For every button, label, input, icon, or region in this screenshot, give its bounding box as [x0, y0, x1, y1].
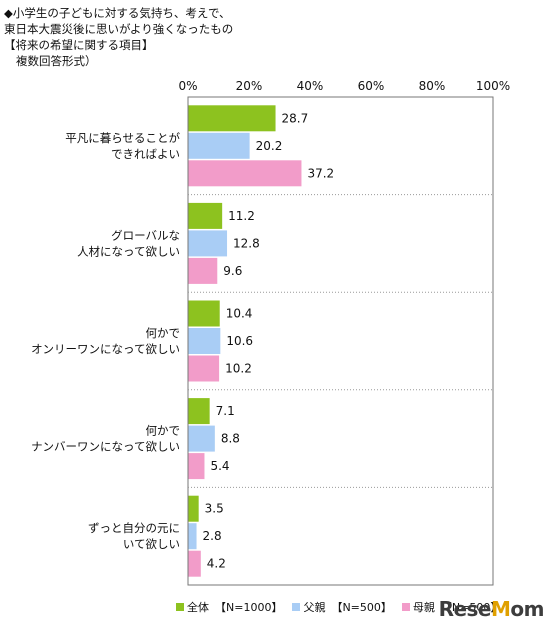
- data-label: 3.5: [205, 502, 224, 516]
- legend-label-father: 父親: [303, 601, 326, 614]
- bar: [188, 523, 197, 550]
- data-label: 10.4: [226, 307, 253, 321]
- bar: [188, 257, 218, 284]
- bar: [188, 495, 199, 522]
- x-tick-label: 0%: [178, 79, 197, 93]
- x-tick-label: 40%: [297, 79, 324, 93]
- bar: [188, 550, 201, 577]
- bar: [188, 453, 205, 480]
- category-label: 何かで: [146, 326, 181, 340]
- data-label: 12.8: [233, 236, 260, 250]
- x-tick-label: 60%: [358, 79, 385, 93]
- legend-swatch-all: [176, 603, 184, 611]
- bar: [188, 202, 223, 229]
- bar: [188, 230, 228, 257]
- data-label: 11.2: [228, 209, 255, 223]
- bar: [188, 105, 276, 132]
- title-line-3: 【将来の希望に関する項目】: [4, 38, 154, 52]
- category-label: ナンバーワンになって欲しい: [31, 440, 180, 454]
- category-label: 人材になって欲しい: [77, 244, 180, 258]
- data-label: 28.7: [282, 111, 309, 125]
- legend-sample-mother: 【N=500】: [440, 601, 502, 614]
- legend-sample-father: 【N=500】: [331, 601, 392, 614]
- title-line-4: 複数回答形式）: [16, 54, 97, 68]
- legend-label-all: 全体: [187, 601, 209, 614]
- legend-item-mother: 母親 【N=500】: [401, 599, 502, 615]
- category-label: グローバルな: [111, 228, 180, 242]
- legend: 全体 【N=1000】 父親 【N=500】 母親 【N=500】: [176, 599, 511, 615]
- category-label: 何かで: [146, 424, 181, 438]
- category-label: ずっと自分の元に: [88, 521, 180, 535]
- category-label: いて欲しい: [123, 537, 180, 551]
- x-tick-label: 100%: [476, 79, 510, 93]
- category-label: 平凡に暮らせることが: [65, 131, 180, 145]
- bar: [188, 328, 221, 354]
- data-label: 37.2: [307, 166, 334, 180]
- category-label: オンリーワンになって欲しい: [31, 342, 180, 356]
- data-label: 4.2: [207, 557, 226, 571]
- legend-item-father: 父親 【N=500】: [292, 599, 392, 615]
- legend-label-mother: 母親: [412, 601, 435, 614]
- data-label: 20.2: [256, 139, 283, 153]
- data-label: 2.8: [203, 529, 222, 543]
- bar: [188, 355, 220, 382]
- legend-swatch-mother: [401, 603, 410, 611]
- data-label: 9.6: [223, 264, 242, 278]
- legend-sample-all: 【N=1000】: [215, 601, 283, 614]
- bar: [188, 300, 220, 327]
- legend-swatch-father: [292, 603, 301, 611]
- resemom-logo: ReseMom: [438, 597, 545, 621]
- x-tick-label: 80%: [419, 79, 446, 93]
- bar: [188, 132, 250, 159]
- data-label: 10.6: [226, 334, 253, 348]
- data-label: 7.1: [216, 404, 235, 418]
- data-label: 5.4: [210, 459, 229, 473]
- title-line-2: 東日本大震災後に思いがより強くなったもの: [4, 22, 234, 36]
- bar: [188, 398, 210, 425]
- data-label: 10.2: [225, 362, 252, 376]
- plot-frame: [187, 96, 494, 586]
- chart-title: ◆小学生の子どもに対する気持ち、考えで、 東日本大震災後に思いがより強くなったも…: [4, 5, 324, 69]
- legend-item-all: 全体 【N=1000】: [176, 599, 282, 615]
- x-tick-label: 20%: [236, 79, 263, 93]
- bar: [188, 425, 215, 452]
- bar: [188, 160, 302, 187]
- category-label: できればよい: [111, 147, 180, 161]
- title-line-1: ◆小学生の子どもに対する気持ち、考えで、: [4, 6, 231, 20]
- data-label: 8.8: [221, 432, 240, 446]
